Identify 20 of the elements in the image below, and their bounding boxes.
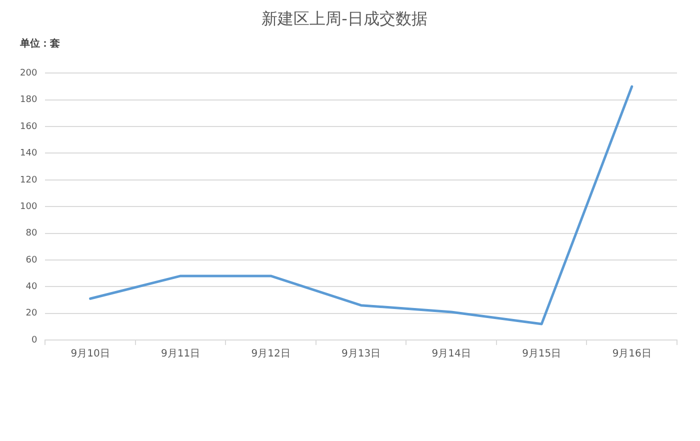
y-tick-label: 20 [26, 308, 38, 319]
x-tick-label: 9月15日 [522, 348, 562, 360]
x-tick-label: 9月14日 [432, 348, 471, 360]
y-tick-label: 120 [20, 175, 38, 186]
y-tick-label: 180 [20, 95, 38, 106]
x-tick-label: 9月13日 [342, 348, 381, 360]
y-tick-label: 40 [26, 282, 38, 292]
x-tick-label: 9月10日 [70, 348, 110, 360]
x-tick-label: 9月12日 [251, 348, 290, 360]
y-tick-label: 60 [26, 255, 38, 266]
y-tick-label: 140 [20, 148, 38, 159]
chart-title: 新建区上周-日成交数据 [262, 8, 428, 28]
y-tick-label: 200 [20, 68, 38, 79]
text: 单位：套 [19, 38, 60, 50]
y-tick-label: 80 [26, 228, 38, 239]
x-tick-label: 9月11日 [161, 348, 200, 360]
x-tick-label: 9月16日 [612, 348, 652, 360]
y-tick-label: 100 [20, 202, 38, 212]
y-tick-label: 0 [31, 335, 38, 346]
y-tick-label: 160 [20, 122, 38, 132]
